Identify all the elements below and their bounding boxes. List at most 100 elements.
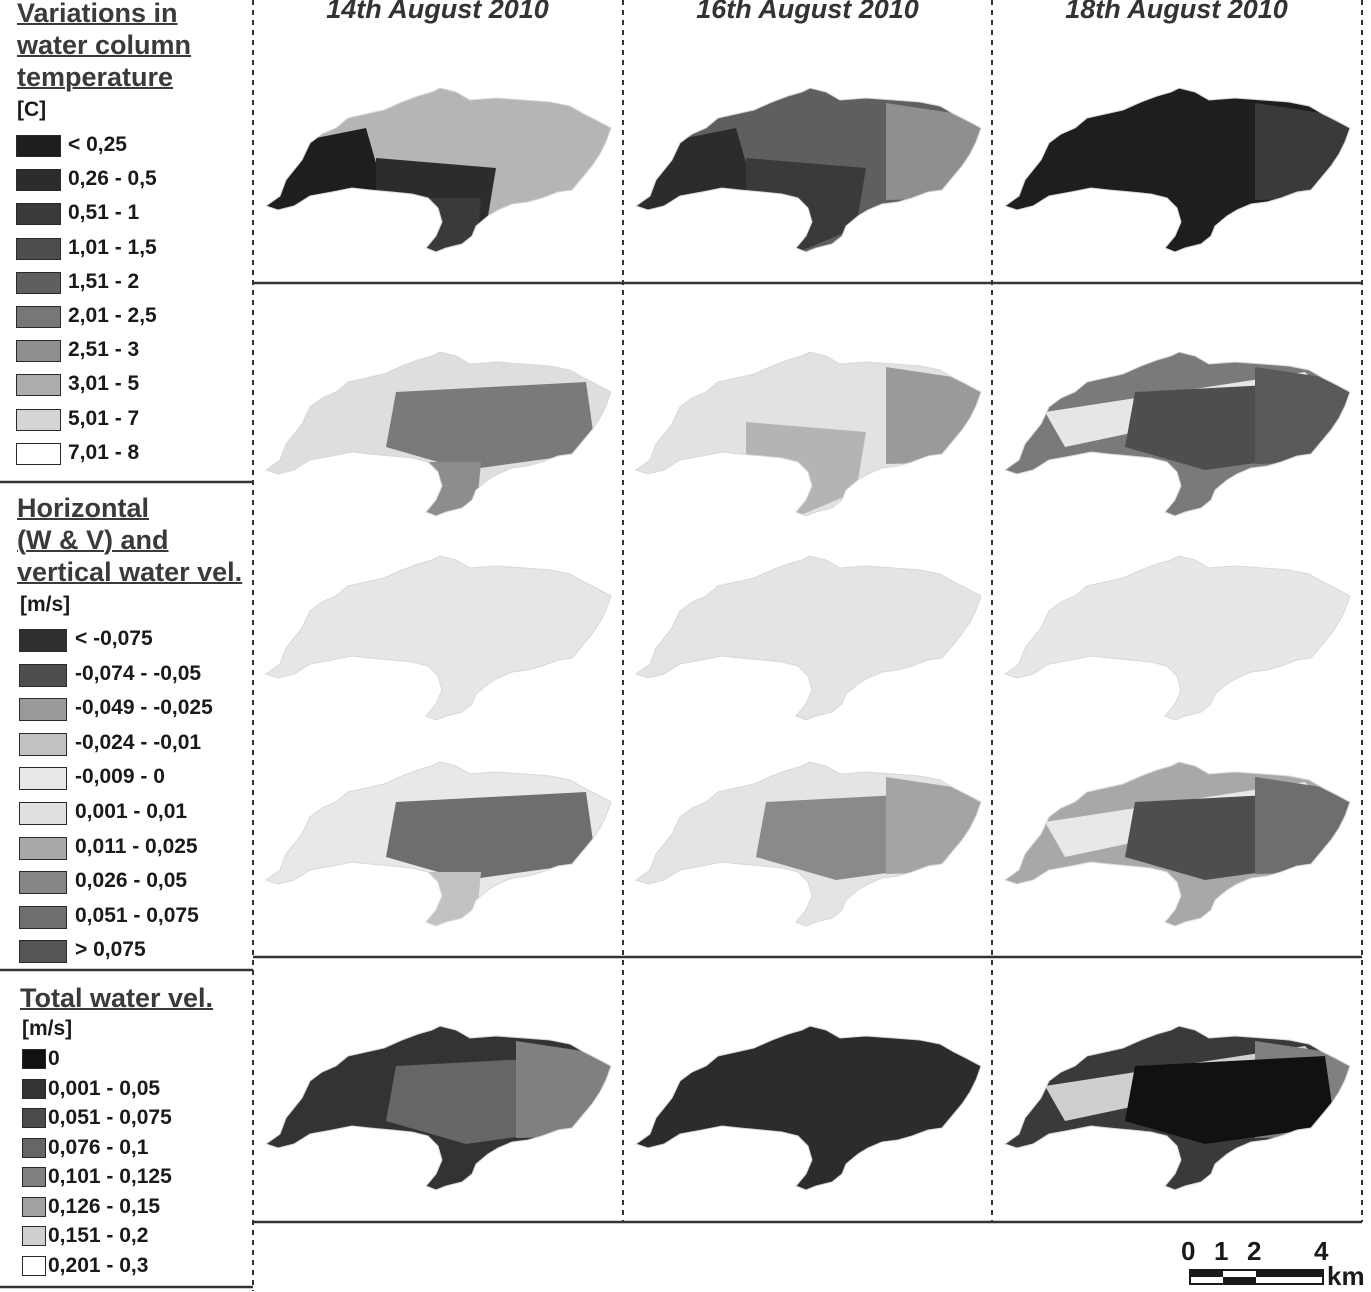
- total-legend-swatch: [22, 1137, 46, 1158]
- velocity-legend-label: -0,024 - -0,01: [75, 730, 202, 754]
- temperature-legend-label: 7,01 - 8: [68, 440, 140, 464]
- scale-bar: [1189, 1269, 1324, 1285]
- temperature-legend-label: 2,51 - 3: [68, 338, 140, 362]
- total-legend-swatch: [22, 1255, 46, 1276]
- temperature-legend-swatch: [16, 271, 61, 294]
- total-legend-label: 0,076 - 0,1: [48, 1135, 149, 1159]
- temperature-legend-unit: [C]: [17, 98, 47, 121]
- velocity-legend-label: 0,011 - 0,025: [75, 834, 198, 858]
- total-legend-label: 0: [48, 1047, 60, 1070]
- temperature-legend-label: 1,01 - 1,5: [68, 235, 157, 259]
- velocity-legend-swatch: [19, 871, 67, 895]
- velocity-legend-swatch: [19, 629, 67, 652]
- velocity-legend-label: < -0,075: [75, 627, 153, 650]
- temperature-legend-label: < 0,25: [68, 133, 127, 156]
- temperature-legend-swatch: [16, 169, 61, 192]
- vertical2-map-1: [264, 761, 612, 927]
- velocity-legend-label: 0,051 - 0,075: [75, 903, 199, 927]
- velocity-legend-swatch: [19, 802, 67, 825]
- temperature-legend-label: 2,01 - 2,5: [68, 304, 157, 327]
- date-header-2: 16th August 2010: [696, 0, 919, 24]
- total-map-region: [1125, 1056, 1335, 1144]
- velocity-legend-label: -0,049 - -0,025: [75, 696, 213, 720]
- temperature-legend-label: 3,01 - 5: [68, 372, 140, 396]
- temperature-legend-swatch: [16, 135, 61, 157]
- velocity-legend-label: -0,074 - -0,05: [75, 661, 202, 685]
- total-legend-swatch: [22, 1078, 46, 1099]
- total-legend-label: 0,151 - 0,2: [48, 1224, 149, 1247]
- temperature-legend-swatch: [16, 203, 61, 226]
- vertical-map-2: [634, 555, 982, 721]
- velocity-legend-swatch: [19, 698, 67, 722]
- temperature-legend-swatch: [16, 306, 61, 328]
- velocity-legend-swatch: [19, 836, 67, 860]
- total-legend-swatch: [22, 1049, 46, 1069]
- date-header-3: 18th August 2010: [1065, 0, 1288, 24]
- total-legend-title: Total water vel.: [20, 983, 214, 1013]
- scale-tick-1: 1: [1214, 1236, 1229, 1266]
- scale-unit: km: [1327, 1261, 1365, 1291]
- temperature-legend-title-line-3: temperature: [17, 62, 174, 92]
- velocity-legend-swatch: [19, 767, 67, 791]
- temperature-map-region: [266, 128, 386, 213]
- total-map-2: [634, 1025, 982, 1191]
- velocity-legend-title-line-2: (W & V) and: [17, 525, 169, 555]
- total-legend-swatch: [22, 1196, 46, 1217]
- velocity-legend-swatch: [19, 905, 67, 929]
- horizontal-map-region: [416, 462, 481, 516]
- horizontal-map-region: [386, 382, 596, 470]
- vertical2-map-3: [1003, 761, 1351, 927]
- total-map-3: [1003, 1025, 1351, 1191]
- total-legend-label: 0,001 - 0,05: [48, 1076, 161, 1100]
- scale-tick-2: 2: [1247, 1236, 1262, 1266]
- velocity-legend-title-line-3: vertical water vel.: [17, 557, 243, 587]
- velocity-legend-label: 0,001 - 0,01: [75, 800, 188, 823]
- scale-tick-0: 0: [1181, 1236, 1196, 1266]
- total-legend-swatch: [22, 1167, 46, 1187]
- velocity-legend-label: -0,009 - 0: [75, 765, 165, 789]
- temperature-legend-title-line-2: water column: [17, 30, 192, 60]
- temperature-legend-label: 0,51 - 1: [68, 201, 140, 225]
- temperature-legend-swatch: [16, 237, 61, 260]
- temperature-legend-label: 1,51 - 2: [68, 269, 140, 293]
- total-legend-swatch: [22, 1108, 46, 1128]
- temperature-legend-swatch: [16, 442, 61, 465]
- temperature-map-region: [636, 128, 756, 213]
- temperature-map-1: [264, 87, 612, 253]
- horizontal-map-2: [634, 351, 982, 517]
- scale-tick-4: 4: [1314, 1236, 1329, 1266]
- vertical2-map-region: [386, 792, 596, 880]
- temperature-legend-label: 0,26 - 0,5: [68, 167, 157, 191]
- temperature-legend-title-line-1: Variations in: [17, 0, 178, 28]
- temperature-legend-label: 5,01 - 7: [68, 406, 140, 430]
- temperature-map-2: [634, 87, 982, 253]
- temperature-legend-swatch: [16, 340, 61, 363]
- vertical2-map-region: [416, 872, 481, 926]
- velocity-legend-label: > 0,075: [75, 938, 146, 962]
- velocity-legend-swatch: [19, 663, 67, 687]
- vertical2-map-2: [634, 761, 982, 927]
- total-legend-unit: [m/s]: [22, 1017, 73, 1040]
- velocity-legend-label: 0,026 - 0,05: [75, 869, 188, 893]
- temperature-legend-swatch: [16, 374, 61, 397]
- total-legend-swatch: [22, 1226, 46, 1246]
- velocity-legend-unit: [m/s]: [20, 593, 71, 616]
- vertical-map-3: [1003, 555, 1351, 721]
- date-header-1: 14th August 2010: [326, 0, 549, 24]
- velocity-legend-swatch: [19, 940, 67, 964]
- horizontal-map-1: [264, 351, 612, 517]
- temperature-map-3: [1003, 87, 1351, 253]
- temperature-legend-swatch: [16, 408, 61, 431]
- total-legend-label: 0,201 - 0,3: [48, 1253, 149, 1277]
- velocity-legend-title-line-1: Horizontal: [17, 493, 149, 523]
- total-map-1: [264, 1025, 612, 1191]
- horizontal-map-3: [1003, 351, 1351, 517]
- total-legend-label: 0,101 - 0,125: [48, 1165, 172, 1188]
- velocity-legend-swatch: [19, 732, 67, 756]
- temperature-map-region: [416, 198, 481, 252]
- total-legend-label: 0,051 - 0,075: [48, 1106, 172, 1129]
- total-legend-label: 0,126 - 0,15: [48, 1194, 161, 1218]
- vertical-map-1: [264, 555, 612, 721]
